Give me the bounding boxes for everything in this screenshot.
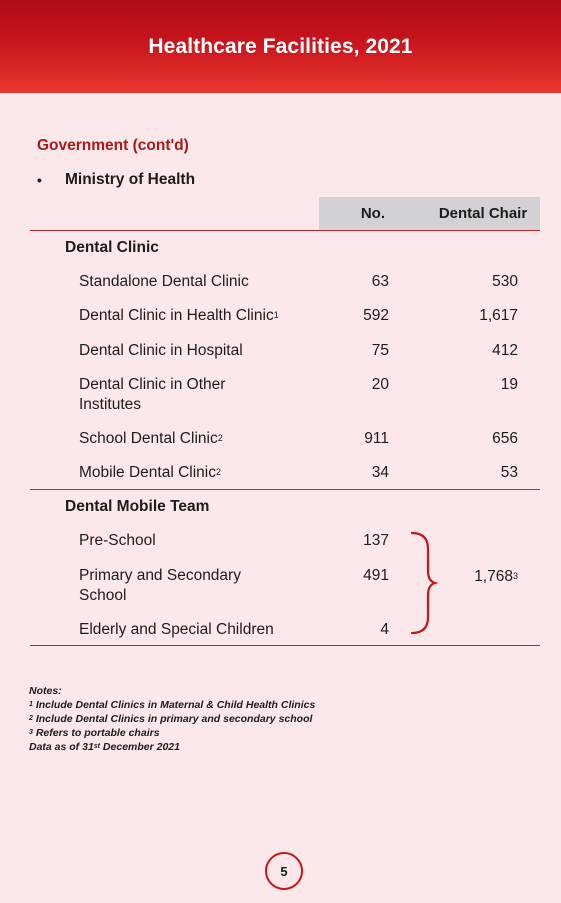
cell-no: 34 (371, 464, 389, 481)
footnote-marker: 2 (217, 433, 223, 443)
notes-heading: Notes: (29, 685, 62, 697)
cell-no: 592 (363, 307, 389, 324)
footnote-marker: 3 (512, 571, 518, 581)
data-as-of: Data as of 31st December 2021 (29, 741, 180, 753)
row-label: Mobile Dental Clinic2 (79, 464, 221, 481)
note-item: 2 Include Dental Clinics in primary and … (29, 713, 313, 725)
note-item: 3 Refers to portable chairs (29, 727, 160, 739)
cell-no: 137 (363, 532, 389, 549)
column-header-dental-chair: Dental Chair (416, 197, 540, 230)
row-label: Pre-School (79, 532, 156, 549)
cell-no: 75 (371, 342, 389, 359)
bullet-dot-icon: • (37, 172, 42, 188)
row-label: Elderly and Special Children (79, 621, 274, 638)
row-label: Dental Clinic in Health Clinic1 (79, 307, 279, 324)
cell-no: 491 (363, 567, 389, 584)
cell-no: 63 (371, 273, 389, 290)
row-label: Dental Clinic in Other Institutes (79, 376, 226, 413)
cell-no: 911 (364, 430, 389, 447)
cell-dental-chair: 1,617 (479, 307, 518, 324)
page-title: Healthcare Facilities, 2021 (148, 34, 413, 58)
note-item: 1 Include Dental Clinics in Maternal & C… (29, 699, 316, 711)
cell-dental-chair: 19 (500, 376, 518, 393)
title-banner: Healthcare Facilities, 2021 (0, 0, 561, 93)
table-divider (30, 645, 540, 646)
bullet-item: • Ministry of Health (37, 171, 195, 189)
column-header-no: No. (319, 197, 416, 230)
section-title: Government (cont'd) (37, 137, 189, 154)
cell-dental-chair: 656 (492, 430, 518, 447)
bullet-label: Ministry of Health (65, 171, 196, 188)
row-label: Dental Clinic in Hospital (79, 342, 243, 359)
cell-dental-chair-combined: 1,7683 (474, 568, 518, 585)
group-label-dental-mobile-team: Dental Mobile Team (65, 498, 210, 515)
cell-no: 20 (371, 376, 389, 393)
cell-dental-chair: 412 (492, 342, 518, 359)
footnote-marker: 1 (273, 310, 279, 320)
notes-block: Notes: 1 Include Dental Clinics in Mater… (29, 684, 315, 754)
curly-brace-icon (410, 531, 438, 635)
row-label: Primary and Secondary School (79, 567, 241, 604)
cell-no: 4 (380, 621, 389, 638)
row-label: Standalone Dental Clinic (79, 273, 249, 290)
row-label: School Dental Clinic2 (79, 430, 223, 447)
table-divider (30, 489, 540, 490)
page-number: 5 (265, 852, 303, 890)
cell-dental-chair: 53 (500, 464, 518, 481)
table-divider (30, 230, 540, 231)
group-label-dental-clinic: Dental Clinic (65, 239, 159, 256)
footnote-marker: 2 (215, 467, 221, 477)
cell-dental-chair: 530 (492, 273, 518, 290)
